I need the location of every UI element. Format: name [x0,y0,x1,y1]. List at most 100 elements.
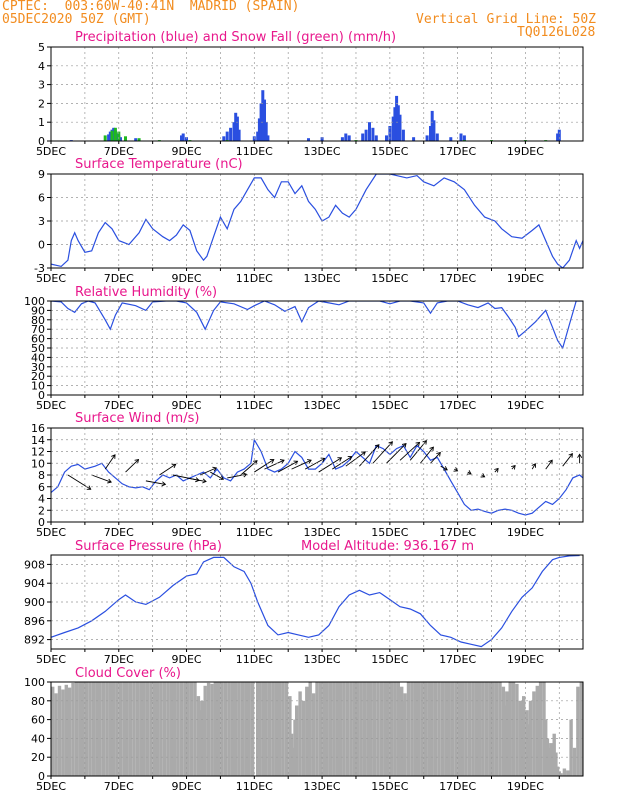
cloud-bar [108,682,112,776]
precip-bar [396,105,400,141]
precip-bar [237,129,241,141]
cloud-bar [515,683,519,776]
wind-arrow-head [242,472,248,478]
grid [51,682,583,776]
x-tick-label: 15DEC [371,653,408,666]
cloud-bar [430,682,434,776]
wind-arrow [345,451,366,467]
panel-title: Relative Humidity (%) [75,285,217,300]
x-tick-label: 19DEC [507,526,544,539]
precip-bar [264,122,268,141]
cloud-bar [522,696,526,776]
wind-arrow-head [577,453,583,458]
cloud-bar [444,682,448,776]
wind-arrow [332,456,352,470]
cloud-bar [494,682,499,776]
cloud-bar [78,682,82,776]
precip-bar [412,137,416,141]
series-group [69,90,561,141]
cloud-bar [51,686,55,776]
cloud-bar [325,682,329,776]
cloud-bar [142,682,146,776]
cloud-bar [311,693,316,776]
cloud-bar [471,682,475,776]
x-tick-label: 15DEC [371,145,408,158]
wind-arrow-head [466,470,472,475]
panel-title: Surface Temperature (nC) [75,157,243,172]
x-tick-label: 9DEC [171,653,201,666]
precip-bar [393,107,397,141]
x-tick-label: 19DEC [507,780,544,793]
precip-bar [432,120,436,141]
cloud-bar [152,682,157,776]
wind-line [51,438,583,516]
cloud-bar [234,682,238,776]
cloud-bar [247,682,251,776]
header-code: TQ0126L028 [517,25,596,40]
cloud-bar [118,682,123,776]
precip-bar [266,135,270,141]
y-tick-label: 30 [31,361,45,374]
cloud-bar [257,682,262,776]
cloud-bar [81,682,85,776]
wind-arrow-head [269,459,275,464]
precip-bar [307,138,310,141]
y-tick-label: 14 [31,434,45,447]
precip-bar [347,135,351,141]
cloud-bar [433,682,438,776]
wind-arrow-head [161,481,167,487]
x-tick-label: 17DEC [439,653,476,666]
cloud-bar [149,682,153,776]
y-tick-label: 896 [24,615,45,628]
precip-bar [385,135,388,141]
cloud-bar [554,752,558,776]
snow-bar [103,135,107,141]
cloud-bar [562,768,567,776]
x-tick-label: 11DEC [236,399,273,412]
cloud-bar [250,682,255,776]
y-tick-label: 0 [38,389,45,402]
cloud-bar [423,682,428,776]
x-tick-label: 7DEC [104,399,134,412]
wind-arrow-head [279,459,285,464]
grid [51,428,583,522]
y-tick-label: 6 [38,481,45,494]
cloud-bar [183,682,187,776]
cloud-bar [95,682,99,776]
y-tick-label: 10 [31,457,45,470]
x-tick-label: 9DEC [171,399,201,412]
cloud-bar [198,710,202,776]
wind-arrow-head [401,442,407,448]
wind-arrow [159,463,176,476]
wind-arrow-head [436,451,441,457]
cloud-bar [583,682,586,776]
y-tick-label: 100 [24,676,45,689]
precip-bar [225,131,229,141]
wind-arrow-head [494,467,499,473]
y-tick-label: 80 [31,314,45,327]
cloud-bar [125,682,129,776]
x-tick-label: 15DEC [371,399,408,412]
cloud-bar [467,682,472,776]
cloud-bar [98,682,102,776]
cloud-bar [440,682,445,776]
cloud-bar [511,682,516,776]
wind-arrow-head [548,459,553,465]
series-group [51,174,583,268]
cloud-bar [538,682,543,776]
cloud-bar [484,682,489,776]
x-tick-label: 15DEC [371,272,408,285]
cloud-bar [220,682,224,776]
cloud-bar [315,682,319,776]
cloud-bar [88,682,92,776]
precip-bar [344,133,348,141]
wind-arrow [254,459,275,473]
cloud-bar [508,682,512,776]
wind-arrow [199,467,217,476]
cloud-bar [420,682,424,776]
precip-bar [119,137,122,141]
wind-arrow [145,480,166,485]
panel-title: Surface Pressure (hPa) [75,539,222,554]
cloud-bar [572,747,577,776]
